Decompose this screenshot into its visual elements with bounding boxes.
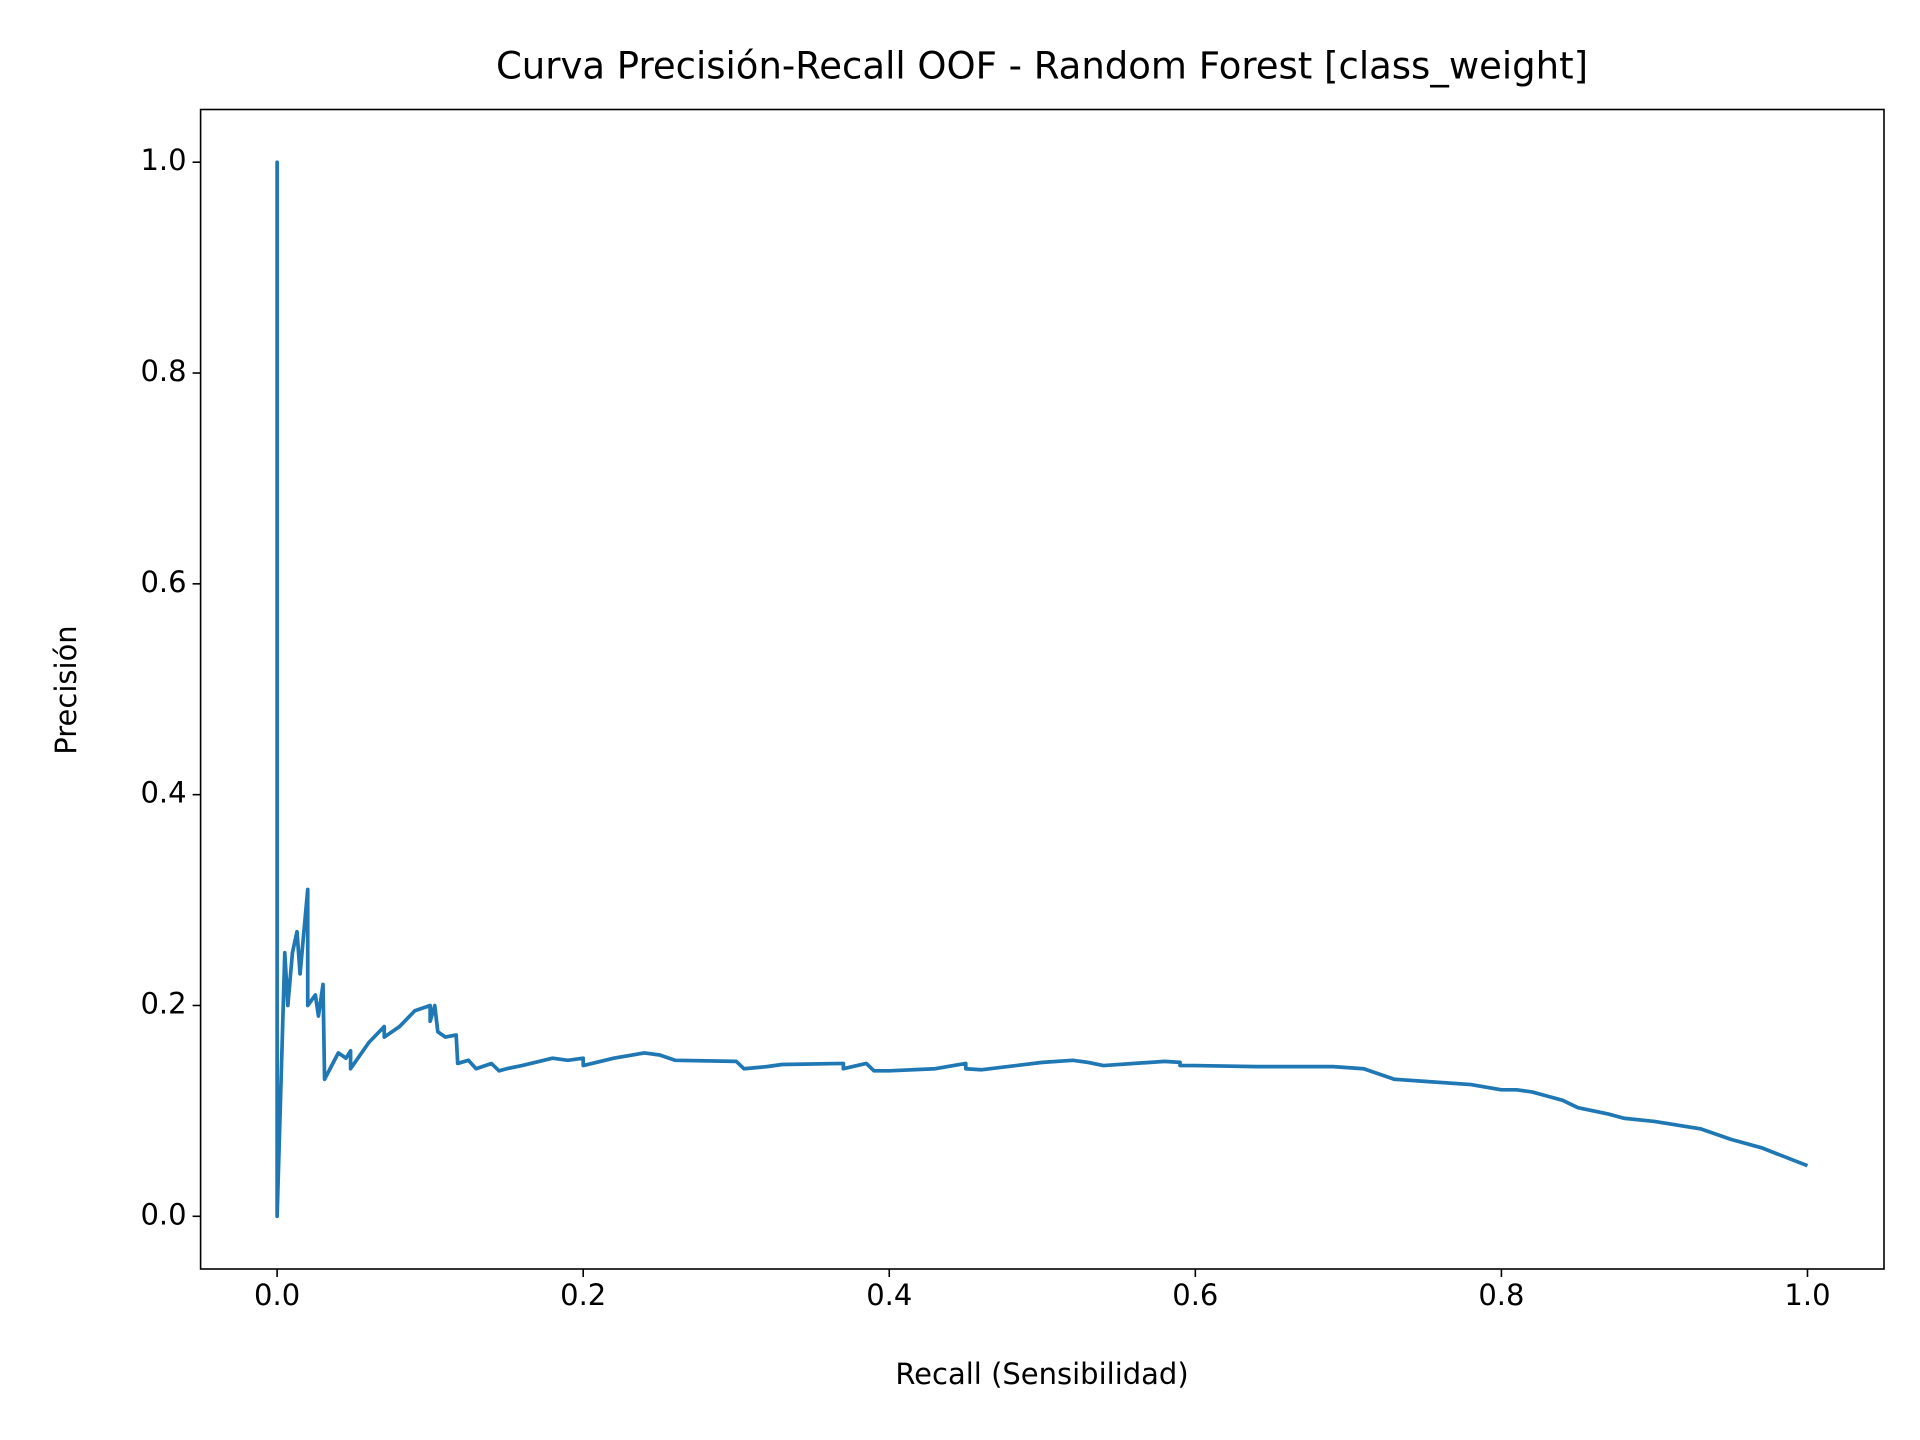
plot-frame: [199, 108, 1885, 1270]
x-tick-label: 0.2: [560, 1278, 606, 1312]
x-axis-label: Recall (Sensibilidad): [895, 1357, 1188, 1391]
data-line: [275, 160, 1809, 1219]
y-tick-label: 1.0: [140, 143, 186, 177]
x-tick-label: 0.0: [254, 1278, 300, 1312]
y-axis-label: Precisión: [49, 625, 83, 754]
x-tick-label: 0.8: [1478, 1278, 1524, 1312]
y-tick-label: 0.2: [140, 986, 186, 1020]
x-tick-label: 1.0: [1784, 1278, 1830, 1312]
chart-title: Curva Precisión-Recall OOF - Random Fore…: [496, 45, 1588, 88]
y-tick-label: 0.0: [140, 1197, 186, 1231]
x-tick-label: 0.6: [1172, 1278, 1218, 1312]
x-tick-label: 0.4: [866, 1278, 912, 1312]
y-tick-label: 0.6: [140, 565, 186, 599]
y-tick-label: 0.4: [140, 776, 186, 810]
y-tick-label: 0.8: [140, 354, 186, 388]
